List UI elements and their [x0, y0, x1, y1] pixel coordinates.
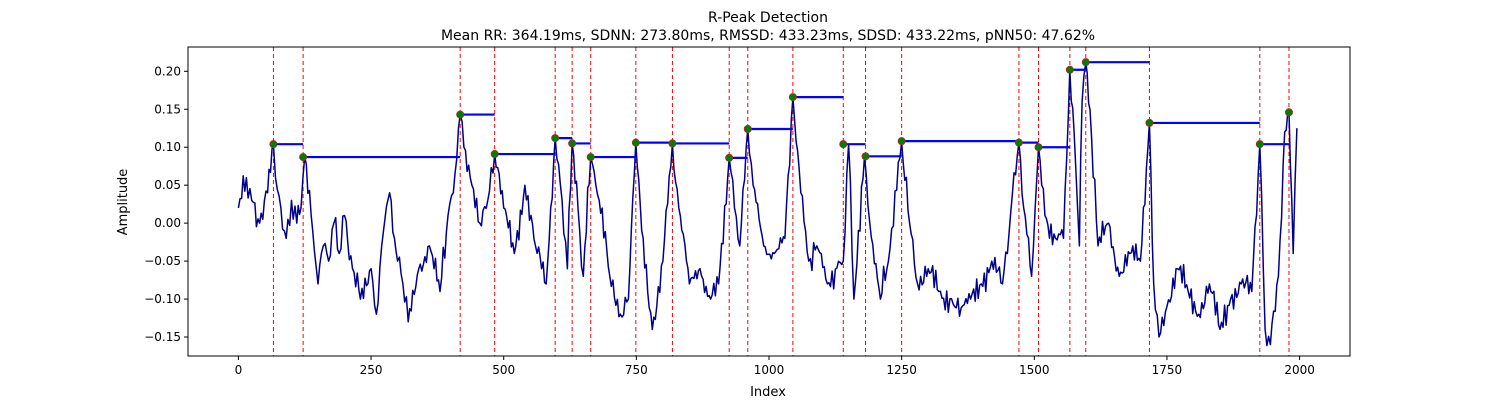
r-peak-marker-11 [743, 124, 752, 133]
y-tick-label: 0.20 [154, 64, 181, 78]
y-tick-label: 0.00 [154, 216, 181, 230]
r-peak-marker-12 [788, 93, 797, 102]
r-peak-marker-3 [456, 110, 465, 119]
r-peak-marker-20 [1145, 118, 1154, 127]
r-peak-marker-13 [839, 140, 848, 149]
x-tick-label: 2000 [1284, 363, 1315, 377]
r-peak-marker-7 [586, 153, 595, 162]
r-peak-marker-19 [1081, 58, 1090, 67]
r-peak-marker-4 [490, 150, 499, 159]
x-tick-label: 1250 [886, 363, 917, 377]
r-peak-marker-18 [1065, 65, 1074, 74]
y-tick-label: −0.05 [144, 254, 181, 268]
x-tick-label: 750 [625, 363, 648, 377]
chart-subtitle: Mean RR: 364.19ms, SDNN: 273.80ms, RMSSD… [441, 28, 1095, 44]
y-tick-label: 0.10 [154, 140, 181, 154]
r-peak-marker-10 [725, 153, 734, 162]
r-peak-marker-21 [1255, 140, 1264, 149]
y-tick-label: 0.05 [154, 178, 181, 192]
x-tick-label: 1750 [1152, 363, 1183, 377]
x-axis-label: Index [750, 385, 786, 400]
r-peak-marker-22 [1284, 108, 1293, 117]
x-tick-label: 1000 [754, 363, 785, 377]
r-peak-marker-15 [897, 137, 906, 146]
y-tick-label: −0.15 [144, 330, 181, 344]
x-tick-label: 500 [492, 363, 515, 377]
r-peak-marker-9 [668, 139, 677, 148]
r-peak-marker-6 [568, 139, 577, 148]
r-peak-marker-16 [1014, 138, 1023, 147]
r-peak-marker-1 [269, 140, 278, 149]
r-peak-marker-2 [299, 153, 308, 162]
y-tick-label: −0.10 [144, 292, 181, 306]
r-peak-marker-8 [631, 138, 640, 147]
y-axis-label: Amplitude [116, 169, 131, 236]
y-tick-label: 0.15 [154, 102, 181, 116]
chart-title: R-Peak Detection [708, 10, 828, 26]
r-peak-marker-17 [1034, 143, 1043, 152]
r-peak-marker-14 [861, 152, 870, 161]
x-tick-label: 0 [235, 363, 243, 377]
x-tick-label: 1500 [1019, 363, 1050, 377]
r-peak-marker-5 [551, 134, 560, 143]
x-tick-label: 250 [360, 363, 383, 377]
ecg-signal-line [237, 61, 1298, 347]
plot-frame [187, 46, 1351, 357]
